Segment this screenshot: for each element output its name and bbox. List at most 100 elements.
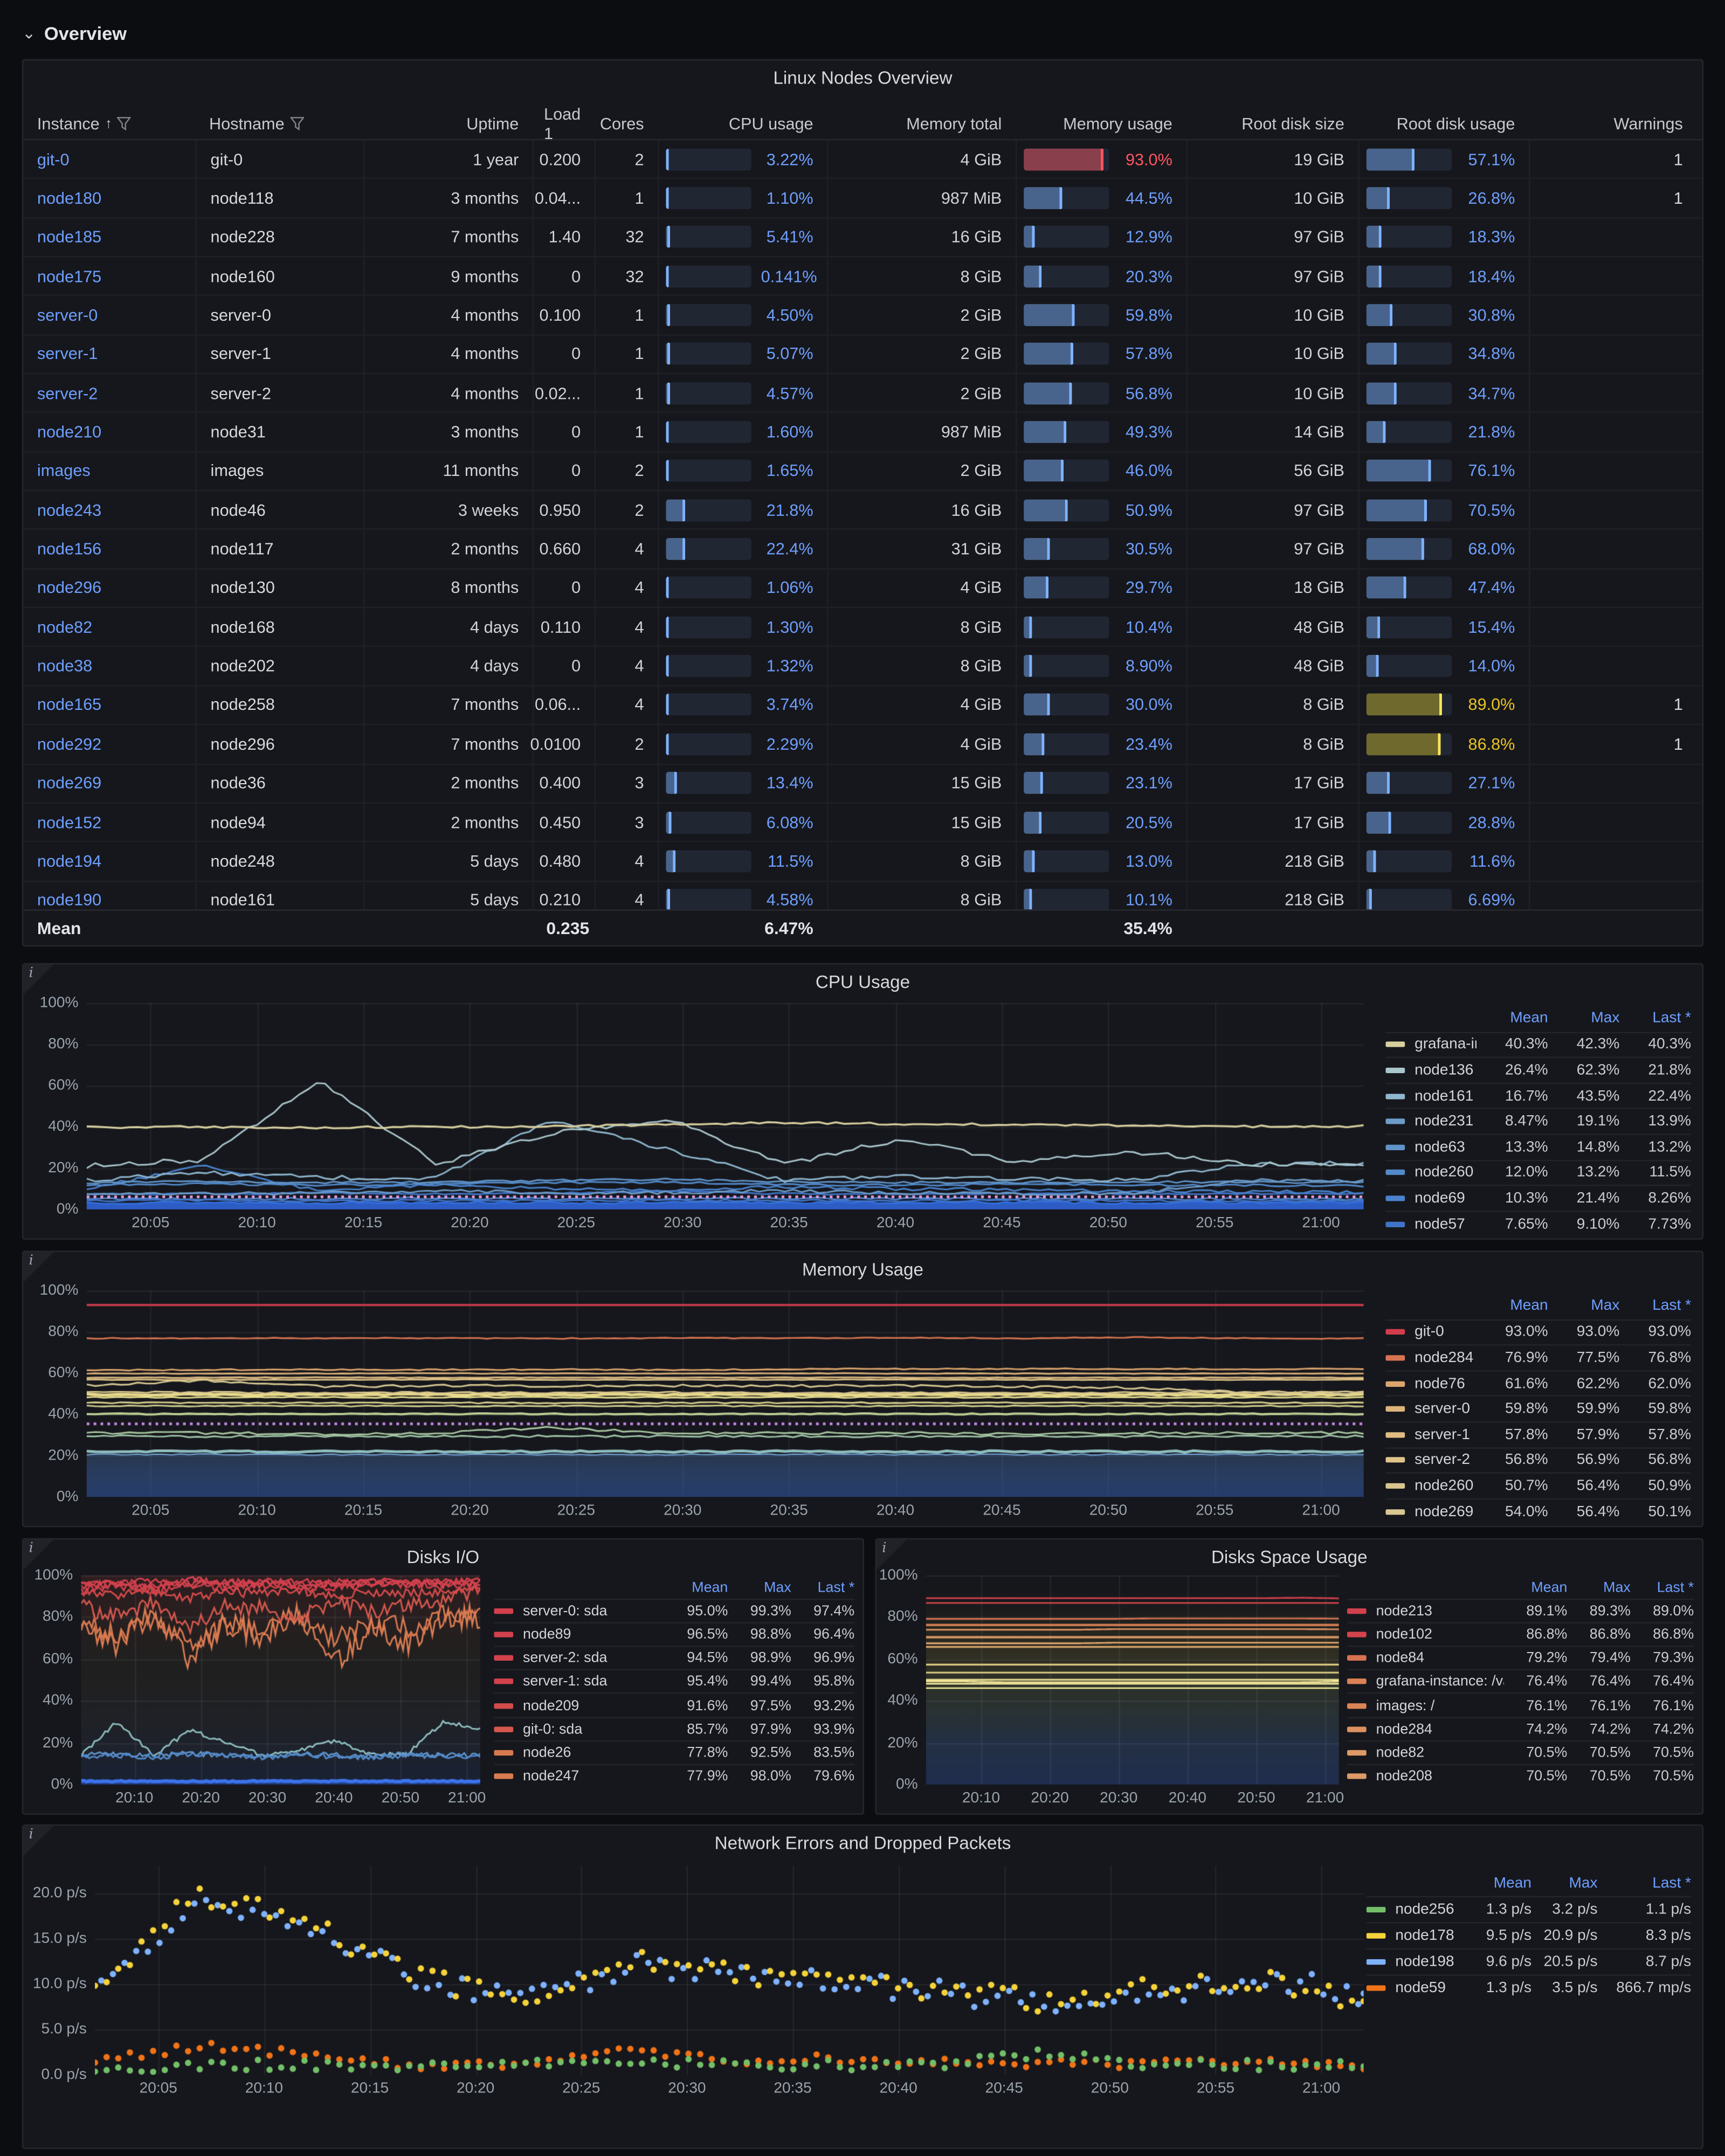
- instance-link[interactable]: node175: [37, 266, 102, 286]
- instance-link[interactable]: node190: [37, 890, 102, 910]
- column-header-root-disk-size[interactable]: Root disk size: [1241, 114, 1344, 134]
- legend-sort-max[interactable]: Max: [1591, 1297, 1620, 1315]
- table-row[interactable]: server-1 server-1 4 months 0 1 5.07% 2 G…: [23, 335, 1702, 375]
- instance-link[interactable]: server-0: [37, 305, 98, 325]
- legend-sort-max[interactable]: Max: [1569, 1874, 1598, 1891]
- legend-item[interactable]: node84 79.2% 79.4% 79.3%: [1347, 1646, 1694, 1670]
- memory-chart-plot[interactable]: [86, 1290, 1364, 1497]
- column-header-load1[interactable]: Load 1: [544, 104, 581, 143]
- legend-sort-mean[interactable]: Mean: [1510, 1010, 1548, 1027]
- instance-link[interactable]: server-1: [37, 344, 98, 364]
- disks-io-chart-plot[interactable]: [81, 1575, 480, 1785]
- table-row[interactable]: node190 node161 5 days 0.210 4 4.58% 8 G…: [23, 881, 1702, 911]
- legend-item[interactable]: node89 96.5% 98.8% 96.4%: [494, 1622, 855, 1646]
- column-header-uptime[interactable]: Uptime: [466, 114, 519, 134]
- panel-info-icon[interactable]: i: [23, 1539, 54, 1570]
- table-row[interactable]: node180 node118 3 months 0.04... 1 1.10%…: [23, 179, 1702, 219]
- disks-space-chart-canvas[interactable]: [926, 1575, 1339, 1785]
- legend-item[interactable]: node284 76.9% 77.5% 76.8%: [1385, 1344, 1692, 1370]
- instance-link[interactable]: node82: [37, 617, 93, 637]
- instance-link[interactable]: images: [37, 461, 91, 481]
- panel-info-icon[interactable]: i: [23, 1252, 54, 1283]
- legend-item[interactable]: node82 70.5% 70.5% 70.5%: [1347, 1740, 1694, 1764]
- legend-item[interactable]: node247 77.9% 98.0% 79.6%: [494, 1763, 855, 1787]
- panel-info-icon[interactable]: i: [23, 964, 54, 995]
- legend-item[interactable]: git-0 93.0% 93.0% 93.0%: [1385, 1318, 1692, 1344]
- legend-item[interactable]: node269 54.0% 56.4% 50.1%: [1385, 1498, 1692, 1523]
- table-row[interactable]: node175 node160 9 months 0 32 0.141% 8 G…: [23, 257, 1702, 296]
- legend-sort-last[interactable]: Last *: [1652, 1874, 1692, 1891]
- legend-sort-last[interactable]: Last *: [1652, 1297, 1692, 1315]
- legend-item[interactable]: node198 9.6 p/s 20.5 p/s 8.7 p/s: [1366, 1948, 1692, 1974]
- instance-link[interactable]: git-0: [37, 149, 70, 169]
- legend-sort-mean[interactable]: Mean: [692, 1579, 728, 1595]
- legend-item[interactable]: server-1: sda 95.4% 99.4% 95.8%: [494, 1669, 855, 1693]
- column-header-hostname[interactable]: Hostname: [195, 114, 363, 134]
- legend-item[interactable]: node256 1.3 p/s 3.2 p/s 1.1 p/s: [1366, 1896, 1692, 1922]
- column-header-cpu-usage[interactable]: CPU usage: [728, 114, 813, 134]
- legend-sort-max[interactable]: Max: [764, 1579, 791, 1595]
- network-chart-canvas[interactable]: [95, 1865, 1364, 2075]
- network-chart-plot[interactable]: [95, 1865, 1364, 2075]
- table-row[interactable]: node185 node228 7 months 1.40 32 5.41% 1…: [23, 218, 1702, 258]
- instance-link[interactable]: node180: [37, 188, 102, 208]
- instance-link[interactable]: node194: [37, 851, 102, 871]
- table-row[interactable]: node152 node94 2 months 0.450 3 6.08% 15…: [23, 803, 1702, 842]
- legend-item[interactable]: server-0: sda 95.0% 99.3% 97.4%: [494, 1599, 855, 1622]
- section-overview-toggle[interactable]: ⌄ Overview: [22, 19, 127, 47]
- memory-chart-canvas[interactable]: [86, 1290, 1364, 1497]
- table-row[interactable]: node210 node31 3 months 0 1 1.60% 987 Mi…: [23, 413, 1702, 453]
- legend-item[interactable]: git-0: sda 85.7% 97.9% 93.9%: [494, 1716, 855, 1740]
- disks-space-chart-plot[interactable]: [926, 1575, 1339, 1785]
- legend-item[interactable]: node260 12.0% 13.2% 11.5%: [1385, 1159, 1692, 1185]
- legend-item[interactable]: server-0 59.8% 59.9% 59.8%: [1385, 1395, 1692, 1421]
- column-header-memory-total[interactable]: Memory total: [906, 114, 1002, 134]
- instance-link[interactable]: node156: [37, 539, 102, 559]
- legend-item[interactable]: node161 16.7% 43.5% 22.4%: [1385, 1082, 1692, 1108]
- filter-icon[interactable]: [117, 116, 132, 131]
- table-row[interactable]: node269 node36 2 months 0.400 3 13.4% 15…: [23, 764, 1702, 804]
- instance-link[interactable]: node38: [37, 656, 93, 676]
- legend-item[interactable]: node284 74.2% 74.2% 74.2%: [1347, 1716, 1694, 1740]
- legend-item[interactable]: node209 91.6% 97.5% 93.2%: [494, 1692, 855, 1717]
- legend-item[interactable]: node76 61.6% 62.2% 62.0%: [1385, 1370, 1692, 1395]
- legend-sort-mean[interactable]: Mean: [1531, 1579, 1568, 1595]
- legend-item[interactable]: grafana-instance 40.3% 42.3% 40.3%: [1385, 1031, 1692, 1056]
- panel-info-icon[interactable]: i: [877, 1539, 907, 1570]
- instance-link[interactable]: node165: [37, 695, 102, 715]
- table-row[interactable]: server-2 server-2 4 months 0.02... 1 4.5…: [23, 374, 1702, 413]
- legend-item[interactable]: server-1 57.8% 57.9% 57.8%: [1385, 1421, 1692, 1447]
- legend-sort-max[interactable]: Max: [1603, 1579, 1631, 1595]
- instance-link[interactable]: node152: [37, 812, 102, 832]
- table-row[interactable]: server-0 server-0 4 months 0.100 1 4.50%…: [23, 296, 1702, 336]
- table-row[interactable]: node165 node258 7 months 0.06... 4 3.74%…: [23, 686, 1702, 725]
- legend-item[interactable]: node57 7.65% 9.10% 7.73%: [1385, 1210, 1692, 1236]
- table-row[interactable]: node38 node202 4 days 0 4 1.32% 8 GiB 8.…: [23, 647, 1702, 687]
- column-header-root-disk-usage[interactable]: Root disk usage: [1396, 114, 1515, 134]
- instance-link[interactable]: node210: [37, 422, 102, 442]
- legend-item[interactable]: node63 13.3% 14.8% 13.2%: [1385, 1134, 1692, 1159]
- instance-link[interactable]: node185: [37, 227, 102, 247]
- legend-sort-max[interactable]: Max: [1591, 1010, 1620, 1027]
- legend-item[interactable]: node260 50.7% 56.4% 50.9%: [1385, 1472, 1692, 1498]
- table-row[interactable]: node292 node296 7 months 0.0100 2 2.29% …: [23, 725, 1702, 764]
- filter-icon[interactable]: [289, 116, 304, 131]
- legend-item[interactable]: grafana-instance: /var 76.4% 76.4% 76.4%: [1347, 1669, 1694, 1693]
- legend-item[interactable]: node136 26.4% 62.3% 21.8%: [1385, 1056, 1692, 1082]
- legend-item[interactable]: node102 86.8% 86.8% 86.8%: [1347, 1622, 1694, 1646]
- panel-info-icon[interactable]: i: [23, 1826, 54, 1856]
- legend-item[interactable]: server-2 56.8% 56.9% 56.8%: [1385, 1447, 1692, 1472]
- legend-sort-mean[interactable]: Mean: [1510, 1297, 1548, 1315]
- table-row[interactable]: node243 node46 3 weeks 0.950 2 21.8% 16 …: [23, 491, 1702, 530]
- table-row[interactable]: node194 node248 5 days 0.480 4 11.5% 8 G…: [23, 842, 1702, 882]
- legend-item[interactable]: node26 77.8% 92.5% 83.5%: [494, 1740, 855, 1764]
- cpu-chart-plot[interactable]: [86, 1003, 1364, 1210]
- legend-item[interactable]: node59 1.3 p/s 3.5 p/s 866.7 mp/s: [1366, 1974, 1692, 2000]
- legend-item[interactable]: node231 8.47% 19.1% 13.9%: [1385, 1108, 1692, 1134]
- legend-item[interactable]: node213 89.1% 89.3% 89.0%: [1347, 1599, 1694, 1622]
- legend-item[interactable]: server-2: sda 94.5% 98.9% 96.9%: [494, 1646, 855, 1670]
- cpu-chart-canvas[interactable]: [86, 1003, 1364, 1210]
- legend-item[interactable]: node178 9.5 p/s 20.9 p/s 8.3 p/s: [1366, 1922, 1692, 1948]
- table-row[interactable]: images images 11 months 0 2 1.65% 2 GiB …: [23, 452, 1702, 492]
- table-row[interactable]: node156 node117 2 months 0.660 4 22.4% 3…: [23, 530, 1702, 570]
